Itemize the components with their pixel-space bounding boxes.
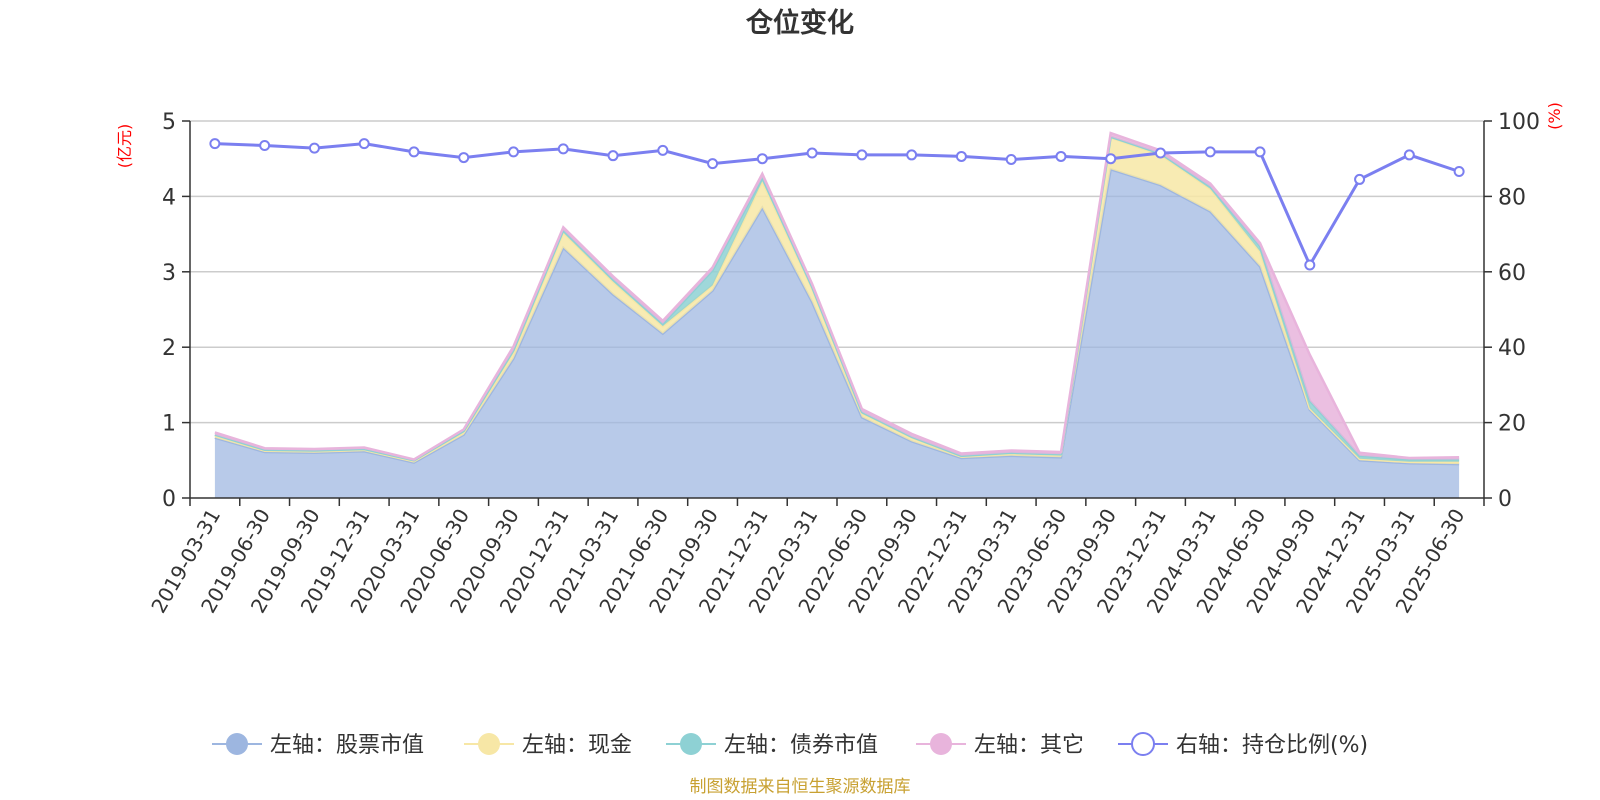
- legend-item-2: 左轴：现金: [464, 733, 632, 758]
- right-axis-tick-label: 20: [1498, 412, 1526, 437]
- left-axis-tick-label: 2: [162, 336, 176, 361]
- legend-marker: [680, 733, 702, 755]
- holding-ratio-point: [1354, 173, 1366, 185]
- legend-item-4: 左轴：其它: [916, 733, 1084, 758]
- holding-ratio-point: [1304, 259, 1316, 271]
- holding-ratio-point: [607, 150, 619, 162]
- legend-label: 左轴：现金: [522, 733, 632, 758]
- left-axis-unit: (亿元): [115, 124, 134, 169]
- right-axis-tick-label: 40: [1498, 336, 1526, 361]
- holding-ratio-point: [1254, 146, 1266, 158]
- legend-label: 左轴：股票市值: [270, 733, 424, 758]
- legend-label: 右轴：持仓比例(%): [1176, 733, 1368, 758]
- holding-ratio-point: [906, 149, 918, 161]
- holding-ratio-line: [209, 138, 1465, 271]
- holding-ratio-point: [806, 147, 818, 159]
- holding-ratio-point: [508, 146, 519, 158]
- holding-ratio-point: [1453, 166, 1465, 178]
- left-axis-tick-label: 4: [162, 185, 176, 210]
- holding-ratio-point: [1204, 146, 1216, 158]
- legend-marker: [226, 733, 248, 755]
- legend-marker: [930, 733, 952, 755]
- legend-label: 左轴：债券市值: [724, 733, 878, 758]
- right-axis-tick-label: 100: [1498, 110, 1540, 135]
- holding-ratio-point: [259, 140, 271, 152]
- holding-ratio-point: [209, 138, 221, 150]
- chart-title: 仓位变化: [745, 7, 854, 39]
- legend-item-3: 左轴：债券市值: [666, 733, 878, 758]
- data-source-note: 制图数据来自恒生聚源数据库: [690, 777, 911, 797]
- legend-item-1: 左轴：股票市值: [212, 733, 424, 758]
- right-axis-tick-label: 60: [1498, 261, 1526, 286]
- holding-ratio-point: [458, 152, 470, 164]
- left-axis-tick-label: 5: [162, 110, 176, 135]
- holding-ratio-point: [1105, 153, 1117, 165]
- holding-ratio-point: [955, 150, 967, 162]
- legend-marker: [478, 733, 500, 755]
- area-series-4: [214, 133, 1460, 461]
- stacked-areas: [214, 131, 1460, 499]
- holding-ratio-point: [408, 146, 420, 158]
- left-axis-tick-label: 0: [162, 487, 176, 512]
- holding-ratio-path: [214, 142, 1460, 269]
- right-axis-tick-label: 0: [1498, 487, 1512, 512]
- legend-label: 左轴：其它: [974, 733, 1084, 758]
- holding-ratio-point: [1005, 153, 1017, 165]
- holding-ratio-point: [1155, 147, 1166, 159]
- left-axis-tick-label: 1: [162, 412, 176, 437]
- holding-ratio-point: [358, 138, 370, 150]
- holding-ratio-point: [557, 143, 569, 155]
- holding-ratio-point: [756, 153, 768, 165]
- holding-ratio-point: [308, 142, 320, 154]
- legend-marker: [1131, 732, 1155, 756]
- holding-ratio-point: [1055, 150, 1067, 162]
- right-axis-unit: (%): [1545, 102, 1564, 130]
- right-axis-tick-label: 80: [1498, 185, 1526, 210]
- area-series-1: [214, 169, 1460, 499]
- legend: 左轴：股票市值 左轴：现金 左轴：债券市值 左轴：其它 右轴：持仓比例(%): [212, 732, 1368, 758]
- holding-ratio-point: [856, 149, 868, 161]
- area-outline-series-4: [214, 131, 1460, 461]
- legend-item-5: 右轴：持仓比例(%): [1118, 732, 1368, 758]
- holding-ratio-point: [707, 158, 719, 170]
- holding-ratio-point: [1403, 149, 1415, 161]
- left-axis-tick-label: 3: [162, 261, 176, 286]
- holding-ratio-point: [657, 144, 669, 156]
